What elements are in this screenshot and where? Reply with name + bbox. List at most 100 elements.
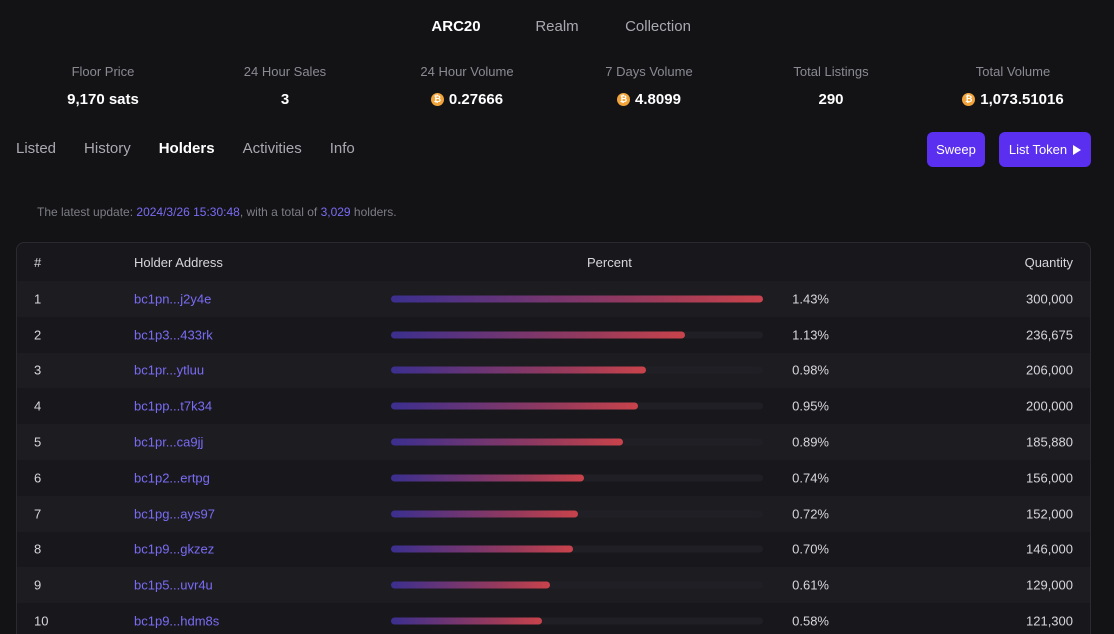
row-rank: 6 — [34, 470, 42, 486]
holder-address-link[interactable]: bc1pg...ays97 — [134, 506, 215, 522]
row-quantity: 129,000 — [1026, 577, 1073, 593]
stat-value: 3 — [280, 91, 290, 108]
row-percent: 1.43% — [792, 291, 829, 307]
percent-bar-fill — [391, 438, 623, 446]
stat-total-volume: Total Volume ₿ 1,073.51016 — [922, 64, 1104, 108]
table-body: 1 bc1pn...j2y4e 1.43% 300,000 2 bc1p3...433rk… — [17, 281, 1090, 634]
table-header: # Holder Address Percent Quantity — [17, 243, 1090, 281]
percent-bar-fill — [391, 295, 763, 303]
row-rank: 2 — [34, 327, 42, 343]
list-token-button[interactable]: List Token — [999, 132, 1091, 167]
bitcoin-icon: ₿ — [430, 93, 444, 106]
holder-address-link[interactable]: bc1pr...ca9jj — [134, 434, 204, 450]
percent-bar — [391, 402, 763, 410]
header-rank: # — [34, 255, 42, 270]
row-percent: 0.61% — [792, 577, 829, 593]
table-row[interactable]: 1 bc1pn...j2y4e 1.43% 300,000 — [17, 281, 1090, 317]
stat-24h-volume: 24 Hour Volume ₿ 0.27666 — [376, 64, 558, 108]
table-row[interactable]: 10 bc1p9...hdm8s 0.58% 121,300 — [17, 603, 1090, 634]
holder-address-link[interactable]: bc1p2...ertpg — [134, 470, 210, 486]
tab-arc20[interactable]: ARC20 — [431, 18, 481, 35]
stat-label: Floor Price — [71, 64, 135, 79]
table-row[interactable]: 2 bc1p3...433rk 1.13% 236,675 — [17, 317, 1090, 353]
holder-address-link[interactable]: bc1p5...uvr4u — [134, 577, 213, 593]
list-token-button-label: List Token — [1008, 142, 1068, 157]
top-tabs: ARC20 Realm Collection — [0, 18, 1114, 35]
tab-holders[interactable]: Holders — [158, 140, 215, 157]
table-row[interactable]: 4 bc1pp...t7k34 0.95% 200,000 — [17, 388, 1090, 424]
row-quantity: 152,000 — [1026, 506, 1073, 522]
holders-table: # Holder Address Percent Quantity 1 bc1pn… — [16, 242, 1091, 634]
table-row[interactable]: 7 bc1pg...ays97 0.72% 152,000 — [17, 495, 1090, 532]
stat-value: 0.27666 — [448, 91, 504, 108]
percent-bar-fill — [391, 402, 639, 410]
row-percent: 0.70% — [792, 541, 829, 557]
stats-bar: Floor Price 9,170 sats 24 Hour Sales 3 2… — [12, 64, 1104, 108]
table-row[interactable]: 8 bc1p9...gkzez 0.70% 146,000 — [17, 532, 1090, 568]
header-address: Holder Address — [134, 255, 223, 270]
row-quantity: 200,000 — [1026, 398, 1073, 414]
table-row[interactable]: 9 bc1p5...uvr4u 0.61% 129,000 — [17, 567, 1090, 604]
header-percent: Percent — [587, 255, 632, 270]
table-row[interactable]: 6 bc1p2...ertpg 0.74% 156,000 — [17, 460, 1090, 496]
stat-24h-sales: 24 Hour Sales 3 — [194, 64, 376, 108]
percent-bar — [391, 295, 763, 303]
holder-address-link[interactable]: bc1p9...gkzez — [134, 541, 215, 557]
row-percent: 0.72% — [792, 506, 829, 522]
sweep-button[interactable]: Sweep — [927, 132, 985, 167]
percent-bar — [391, 510, 763, 518]
row-rank: 10 — [34, 613, 49, 629]
percent-bar — [391, 474, 763, 482]
sweep-button-label: Sweep — [936, 142, 976, 157]
holder-address-link[interactable]: bc1p9...hdm8s — [134, 613, 220, 629]
percent-bar-fill — [391, 617, 542, 625]
row-quantity: 300,000 — [1026, 291, 1073, 307]
tab-info[interactable]: Info — [329, 140, 355, 157]
stat-label: 7 Days Volume — [605, 64, 693, 79]
header-quantity: Quantity — [1024, 255, 1073, 270]
update-middle: , with a total of — [239, 205, 321, 219]
stat-floor-price: Floor Price 9,170 sats — [12, 64, 194, 108]
update-datetime: 2024/3/26 15:30:48 — [136, 205, 240, 219]
table-row[interactable]: 5 bc1pr...ca9jj 0.89% 185,880 — [17, 424, 1090, 460]
percent-bar — [391, 366, 763, 374]
row-percent: 0.74% — [792, 470, 829, 486]
percent-bar — [391, 331, 763, 339]
row-percent: 0.95% — [792, 398, 829, 414]
row-rank: 8 — [34, 541, 42, 557]
tab-collection[interactable]: Collection — [625, 18, 691, 35]
tab-activities[interactable]: Activities — [242, 140, 302, 157]
holder-address-link[interactable]: bc1p3...433rk — [134, 327, 213, 343]
stat-value: 1,073.51016 — [980, 91, 1064, 108]
holder-address-link[interactable]: bc1pn...j2y4e — [134, 291, 212, 307]
row-rank: 7 — [34, 506, 42, 522]
table-row[interactable]: 3 bc1pr...ytluu 0.98% 206,000 — [17, 352, 1090, 389]
row-rank: 1 — [34, 291, 42, 307]
row-quantity: 156,000 — [1026, 470, 1073, 486]
percent-bar-fill — [391, 366, 646, 374]
row-rank: 5 — [34, 434, 42, 450]
stat-7d-volume: 7 Days Volume ₿ 4.8099 — [558, 64, 740, 108]
tab-listed[interactable]: Listed — [16, 140, 57, 157]
row-rank: 9 — [34, 577, 42, 593]
row-quantity: 185,880 — [1026, 434, 1073, 450]
row-rank: 3 — [34, 362, 42, 378]
play-icon — [1073, 144, 1082, 155]
row-percent: 0.89% — [792, 434, 829, 450]
holder-count: 3,029 — [320, 205, 351, 219]
holder-address-link[interactable]: bc1pp...t7k34 — [134, 398, 213, 414]
tab-realm[interactable]: Realm — [535, 18, 579, 35]
row-rank: 4 — [34, 398, 42, 414]
percent-bar — [391, 617, 763, 625]
holder-address-link[interactable]: bc1pr...ytluu — [134, 362, 205, 378]
stat-value: 290 — [818, 91, 844, 108]
row-percent: 0.98% — [792, 362, 829, 378]
row-percent: 0.58% — [792, 613, 829, 629]
tab-history[interactable]: History — [84, 140, 131, 157]
stat-total-listings: Total Listings 290 — [740, 64, 922, 108]
row-quantity: 236,675 — [1026, 327, 1073, 343]
percent-bar — [391, 438, 763, 446]
update-prefix: The latest update: — [37, 205, 137, 219]
sub-tabs: Listed History Holders Activities Info — [16, 140, 355, 157]
